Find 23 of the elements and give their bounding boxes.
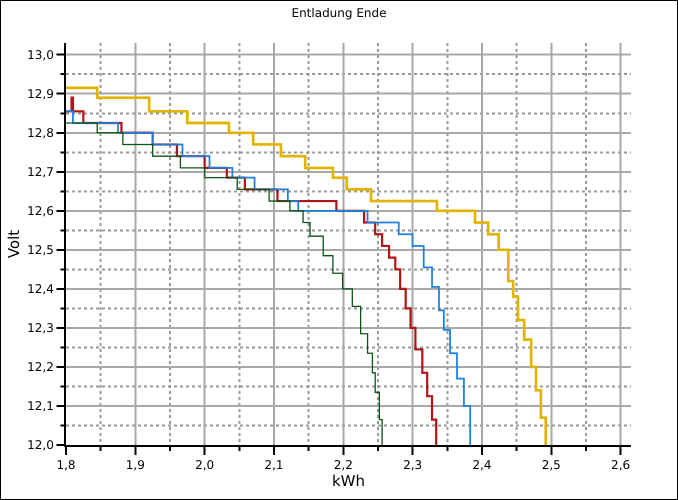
x-tick-label: 2,2 <box>334 458 353 472</box>
y-tick-label: 12,9 <box>27 86 54 101</box>
x-tick-label: 2,3 <box>403 458 422 472</box>
chart-title: Entladung Ende <box>291 6 387 20</box>
y-tick-label: 12,8 <box>27 126 54 140</box>
y-tick-label: 12,1 <box>27 399 54 414</box>
x-tick-label: 2,4 <box>472 458 492 472</box>
x-tick-label: 2,0 <box>195 458 214 472</box>
x-tick-label: 1,9 <box>126 458 145 472</box>
y-tick-label: 12,0 <box>27 438 54 452</box>
x-tick-label: 2,5 <box>542 458 561 472</box>
y-tick-label: 12,5 <box>27 243 54 258</box>
y-tick-label: 12,2 <box>27 360 54 374</box>
x-axis-title: kWh <box>332 472 366 490</box>
y-tick-label: 12,7 <box>27 165 54 179</box>
y-tick-label: 12,4 <box>27 282 54 296</box>
y-tick-label: 13,0 <box>27 48 54 62</box>
x-tick-label: 2,6 <box>611 458 630 472</box>
x-tick-label: 2,1 <box>264 458 284 472</box>
y-tick-label: 12,6 <box>27 204 54 218</box>
x-tick-label: 1,8 <box>56 458 76 472</box>
y-tick-label: 12,3 <box>27 321 54 336</box>
y-axis-title: Volt <box>4 230 23 258</box>
